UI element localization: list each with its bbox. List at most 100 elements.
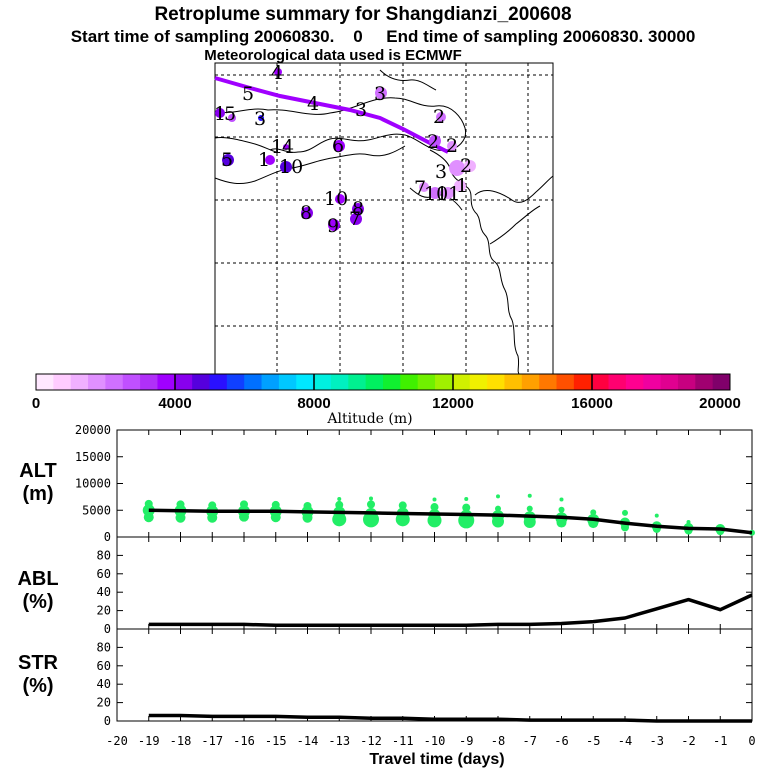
plume-clusters — [215, 68, 476, 231]
x-tick-label: -1 — [713, 734, 727, 748]
cluster-label-3: 3 — [435, 161, 447, 183]
cluster-dot — [215, 108, 225, 118]
map-panel: 4 5 4 3 3 1 5 3 2 2 2 6 5 1 1 4 10 2 3 7… — [214, 62, 554, 376]
colorbar-swatch — [365, 374, 384, 390]
cluster-dot — [335, 194, 345, 204]
cluster-label-4: 4 — [271, 62, 283, 84]
alt-scatter-point — [427, 513, 442, 528]
abl-y-tick-label: 0 — [104, 622, 111, 636]
x-tick-label: -4 — [618, 734, 632, 748]
cluster-dot — [265, 155, 275, 165]
colorbar-swatch — [244, 374, 263, 390]
x-tick-label: -6 — [554, 734, 568, 748]
alt-scatter-point — [208, 501, 217, 510]
x-tick-label: -12 — [360, 734, 382, 748]
alt-scatter-point — [207, 512, 218, 523]
x-tick-label: -10 — [424, 734, 446, 748]
colorbar-swatch — [122, 374, 141, 390]
x-tick-label: -2 — [681, 734, 695, 748]
map-frame — [214, 62, 554, 376]
cluster-dot — [449, 160, 465, 176]
cluster-dot — [464, 160, 476, 172]
colorbar-swatch — [625, 374, 644, 390]
cluster-dot — [375, 87, 387, 99]
cluster-dot — [258, 115, 264, 121]
colorbar-swatch — [435, 374, 453, 390]
cluster-label-4: 4 — [307, 93, 319, 115]
alt-y-tick-label: 10000 — [75, 477, 111, 491]
alt-scatter-point — [686, 520, 691, 525]
str-panel-label: STR — [18, 652, 59, 674]
cluster-dot — [419, 182, 429, 192]
colorbar-swatch — [695, 374, 714, 390]
x-tick-label: -16 — [233, 734, 255, 748]
colorbar-swatch — [226, 374, 245, 390]
alt-panel-unit: (m) — [22, 483, 53, 505]
colorbar-swatch — [296, 374, 315, 390]
str-y-tick-label: 80 — [97, 640, 111, 654]
cluster-label-8: 8 — [300, 202, 312, 224]
cluster-dot — [436, 112, 446, 122]
cluster-label-3: 3 — [254, 108, 266, 130]
alt-scatter-point — [432, 497, 437, 502]
colorbar-swatch — [417, 374, 436, 390]
x-tick-label: -18 — [170, 734, 192, 748]
colorbar-tick: 12000 — [432, 395, 474, 412]
colorbar-swatch — [521, 374, 540, 390]
x-tick-label: -14 — [297, 734, 319, 748]
alt-scatter-point — [430, 503, 439, 512]
x-tick-label: -8 — [491, 734, 505, 748]
alt-scatter-point — [526, 505, 533, 512]
x-tick-label: -17 — [201, 734, 223, 748]
x-tick-label: -20 — [106, 734, 128, 748]
cluster-dot — [442, 187, 454, 199]
colorbar-ticks: 0 4000 8000 12000 16000 20000 — [32, 395, 741, 412]
alt-scatter-point — [270, 512, 281, 523]
cluster-dot — [274, 68, 282, 76]
colorbar-swatch — [504, 374, 523, 390]
abl-y-tick-label: 80 — [97, 548, 111, 562]
x-tick-label: -5 — [586, 734, 600, 748]
alt-scatter-point — [369, 496, 373, 501]
alt-scatter-point — [654, 513, 659, 518]
abl-panel-label: ABL — [17, 568, 58, 590]
colorbar-swatch — [660, 374, 679, 390]
colorbar-swatch — [469, 374, 488, 390]
cluster-label-4: 4 — [282, 136, 294, 158]
alt-scatter-point — [240, 500, 248, 509]
colorbar-swatch — [591, 374, 610, 390]
cluster-labels: 4 5 4 3 3 1 5 3 2 2 2 6 5 1 1 4 10 2 3 7… — [214, 62, 472, 237]
cluster-label-7: 7 — [349, 208, 361, 230]
colorbar-swatch — [53, 374, 72, 390]
colorbar-swatch — [330, 374, 349, 390]
x-tick-label: -13 — [328, 734, 350, 748]
cluster-label-0: 10 — [279, 156, 303, 178]
x-tick-label: -19 — [138, 734, 160, 748]
time-series-panels: 0 5000 10000 15000 20000 0 20 40 60 80 0 20 40 60 80 -2… — [75, 423, 756, 748]
cluster-label-2: 2 — [460, 155, 472, 177]
cluster-label-6: 6 — [332, 135, 344, 157]
str-panel-frame — [116, 628, 753, 722]
colorbar-swatch — [209, 374, 228, 390]
sampling-times: Start time of sampling 20060830. 0 End t… — [71, 27, 696, 46]
colorbar-swatch — [573, 374, 592, 390]
cluster-label-0: 10 — [424, 183, 448, 205]
alt-scatter-point — [175, 512, 186, 523]
alt-scatter-point — [363, 511, 379, 528]
alt-scatter-point — [622, 509, 628, 516]
str-y-tick-label: 20 — [97, 696, 111, 710]
colorbar-swatch — [608, 374, 627, 390]
str-y-tick-label: 40 — [97, 677, 111, 691]
x-tick-label: -9 — [459, 734, 473, 748]
colorbar-swatch — [174, 374, 193, 390]
alt-scatter-point — [398, 501, 407, 510]
colorbar-swatch — [348, 374, 367, 390]
colorbar-swatch — [643, 374, 662, 390]
colorbar-tick: 0 — [32, 395, 40, 412]
alt-panel-label: ALT — [19, 460, 56, 482]
figure-title: Retroplume summary for Shangdianzi_20060… — [154, 4, 571, 25]
str-panel-unit: (%) — [22, 675, 53, 697]
alt-scatter-point — [144, 499, 153, 508]
alt-series-line — [148, 508, 753, 535]
